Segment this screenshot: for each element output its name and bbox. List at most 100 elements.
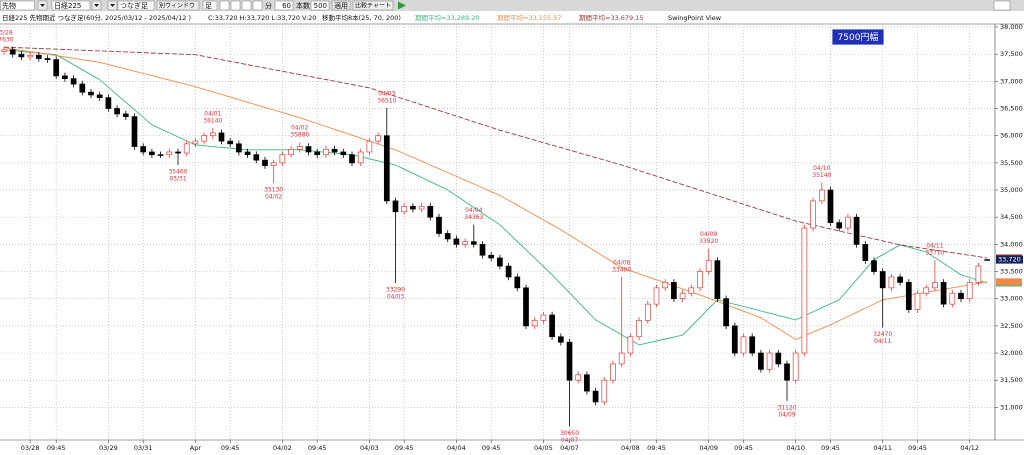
dropdown[interactable] xyxy=(51,0,91,11)
annotation-date: 04/08 xyxy=(613,259,630,266)
candle-body xyxy=(897,276,903,283)
y-tick-label: 36,000 xyxy=(1000,132,1023,140)
arrow-icon xyxy=(110,4,115,7)
x-tick-label: 04/04 xyxy=(447,444,466,452)
window-button[interactable] xyxy=(993,0,1011,11)
x-tick-label: 09:45 xyxy=(734,444,753,452)
x-tick-label: 09:45 xyxy=(308,444,327,452)
x-tick-label: 09:45 xyxy=(395,444,414,452)
market: 先物 xyxy=(2,1,16,10)
candle-body xyxy=(131,116,138,147)
compare-button[interactable] xyxy=(352,0,394,11)
icon-button[interactable] xyxy=(219,0,230,11)
dropdown[interactable] xyxy=(117,0,155,11)
candle-body xyxy=(975,265,982,283)
annotation-price: 30650 xyxy=(560,430,579,437)
x-tick-label: 09:45 xyxy=(908,444,927,452)
apply-button[interactable] xyxy=(331,0,351,11)
x-tick-label: 09:45 xyxy=(482,444,501,452)
candle-body xyxy=(853,216,860,245)
candle-body xyxy=(810,200,816,229)
moving-average-line xyxy=(3,47,988,341)
candle-body xyxy=(383,135,390,202)
candle-body xyxy=(305,146,312,153)
x-tick-label: 04/12 xyxy=(960,444,979,452)
input[interactable] xyxy=(274,0,294,11)
candle-body xyxy=(792,352,799,381)
y-tick-label: 37,500 xyxy=(1000,50,1023,58)
new-window: 別ウィンドウ xyxy=(159,1,195,9)
candle-body xyxy=(331,148,338,153)
input[interactable] xyxy=(310,0,330,11)
candle-body xyxy=(888,276,895,289)
candle-body xyxy=(314,151,321,156)
info-ma-value: 期間平均=33,155.57 xyxy=(497,13,562,22)
candle-body xyxy=(114,108,120,115)
info-line: 日経225 先物期近 つなぎ足(60分, 2025/03/12 - 2025/0… xyxy=(2,13,722,22)
annotation-date: 04/02 xyxy=(265,193,282,200)
icon-button[interactable] xyxy=(230,0,241,11)
candle-body xyxy=(105,97,112,109)
candle-body xyxy=(914,292,921,310)
candle-body xyxy=(540,314,547,321)
count: 500 xyxy=(314,2,327,10)
candle-body xyxy=(244,151,251,156)
candle-body xyxy=(253,154,260,161)
annotation-price: 36510 xyxy=(377,97,396,104)
candle-body xyxy=(653,287,660,305)
annotation-price: 33400 xyxy=(612,266,631,273)
y-tick-label: 33,500 xyxy=(1000,268,1023,276)
y-tick-label: 31,000 xyxy=(1000,403,1023,411)
chart-kind: つなぎ足 xyxy=(120,1,148,10)
info-view: SwingPoint View xyxy=(668,14,722,22)
annotation-date: 04/09 xyxy=(778,411,795,418)
candle-body xyxy=(627,336,634,354)
symbol: 日経225 xyxy=(54,1,81,10)
candle-body xyxy=(705,260,712,272)
button[interactable] xyxy=(156,0,200,11)
candle-body xyxy=(62,75,68,79)
annotation-date: 04/07 xyxy=(561,437,578,444)
candle-body xyxy=(149,151,155,156)
icon-button[interactable] xyxy=(252,0,263,11)
candle-body xyxy=(688,287,695,294)
interval: 60 xyxy=(282,2,291,10)
candle-body xyxy=(749,336,756,354)
toolbar xyxy=(0,0,1024,11)
candle-body xyxy=(671,282,677,300)
annotation-price: 35460 xyxy=(168,169,187,176)
annotation-price: 35130 xyxy=(264,186,283,193)
y-tick-label: 32,000 xyxy=(1000,349,1023,357)
candle-body xyxy=(79,83,86,93)
candle-body xyxy=(723,298,729,327)
ma-tag xyxy=(996,278,1022,286)
y-tick-label: 31,500 xyxy=(1000,376,1023,384)
candle-body xyxy=(758,352,764,370)
candle-body xyxy=(784,363,790,381)
x-tick-label: 04/03 xyxy=(360,444,379,452)
annotation-date: 04/09 xyxy=(700,231,717,238)
candle-body xyxy=(505,265,512,278)
candle-body xyxy=(236,143,242,153)
candle-body xyxy=(584,374,590,392)
y-tick-label: 36,500 xyxy=(1000,105,1023,113)
candle-body xyxy=(270,162,277,166)
candle-body xyxy=(679,292,686,300)
candle-body xyxy=(296,146,303,150)
candle-body xyxy=(453,238,460,245)
candle-body xyxy=(401,205,408,213)
candle-body xyxy=(44,58,51,60)
compare: 比較チャート xyxy=(355,1,391,9)
dropdown[interactable] xyxy=(202,0,218,11)
candle-body xyxy=(218,132,225,142)
annotation-price: 35880 xyxy=(290,132,309,139)
annotation-price: 37630 xyxy=(0,37,14,44)
last-price-tag xyxy=(996,255,1023,264)
candle-body xyxy=(575,374,582,381)
icon-button[interactable] xyxy=(241,0,252,11)
candle-body xyxy=(9,49,16,55)
candle-body xyxy=(227,140,234,145)
dropdown[interactable] xyxy=(0,0,35,11)
play-button[interactable] xyxy=(398,1,406,10)
candle-body xyxy=(766,352,773,370)
